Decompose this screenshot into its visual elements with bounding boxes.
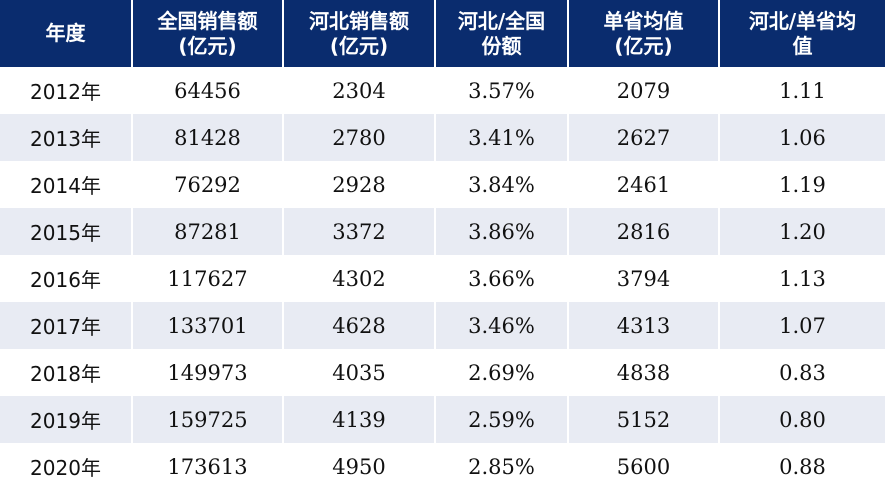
cell-hebei-sales: 2928 [284,161,436,208]
cell-hebei-share: 3.66% [436,255,569,302]
table-row: 2020年 173613 4950 2.85% 5600 0.88 [0,443,885,490]
header-national-sales: 全国销售额 (亿元) [133,0,284,67]
cell-hebei-vs-average: 1.11 [720,67,885,114]
cell-hebei-share: 3.46% [436,302,569,349]
header-hebei-vs-average: 河北/单省均 值 [720,0,885,67]
cell-hebei-vs-average: 1.06 [720,114,885,161]
table-row: 2018年 149973 4035 2.69% 4838 0.83 [0,349,885,396]
cell-national-sales: 149973 [133,349,284,396]
header-hebei-share: 河北/全国 份额 [436,0,569,67]
cell-national-sales: 81428 [133,114,284,161]
table-row: 2013年 81428 2780 3.41% 2627 1.06 [0,114,885,161]
table-header-row: 年度 全国销售额 (亿元) 河北销售额 (亿元) 河北/全国 份额 单省均值 (… [0,0,885,67]
cell-hebei-vs-average: 1.13 [720,255,885,302]
cell-hebei-share: 2.59% [436,396,569,443]
cell-hebei-sales: 4628 [284,302,436,349]
cell-hebei-sales: 4302 [284,255,436,302]
cell-hebei-sales: 2304 [284,67,436,114]
table-row: 2019年 159725 4139 2.59% 5152 0.80 [0,396,885,443]
cell-province-average: 3794 [569,255,720,302]
table-row: 2017年 133701 4628 3.46% 4313 1.07 [0,302,885,349]
cell-hebei-vs-average: 1.07 [720,302,885,349]
cell-hebei-sales: 4035 [284,349,436,396]
cell-national-sales: 173613 [133,443,284,490]
cell-year: 2017年 [0,302,133,349]
cell-national-sales: 117627 [133,255,284,302]
cell-hebei-sales: 3372 [284,208,436,255]
cell-hebei-sales: 4139 [284,396,436,443]
cell-national-sales: 76292 [133,161,284,208]
header-province-average: 单省均值 (亿元) [569,0,720,67]
cell-province-average: 2461 [569,161,720,208]
cell-hebei-vs-average: 0.80 [720,396,885,443]
cell-year: 2019年 [0,396,133,443]
cell-hebei-share: 2.69% [436,349,569,396]
cell-year: 2012年 [0,67,133,114]
cell-hebei-share: 3.84% [436,161,569,208]
cell-province-average: 2627 [569,114,720,161]
cell-hebei-share: 2.85% [436,443,569,490]
cell-province-average: 4313 [569,302,720,349]
cell-hebei-vs-average: 1.20 [720,208,885,255]
cell-province-average: 5152 [569,396,720,443]
cell-hebei-share: 3.41% [436,114,569,161]
cell-province-average: 4838 [569,349,720,396]
table-row: 2012年 64456 2304 3.57% 2079 1.11 [0,67,885,114]
cell-year: 2016年 [0,255,133,302]
header-year: 年度 [0,0,133,67]
cell-year: 2018年 [0,349,133,396]
cell-national-sales: 133701 [133,302,284,349]
cell-year: 2014年 [0,161,133,208]
cell-province-average: 2079 [569,67,720,114]
header-hebei-sales: 河北销售额 (亿元) [284,0,436,67]
cell-national-sales: 87281 [133,208,284,255]
cell-year: 2015年 [0,208,133,255]
cell-hebei-vs-average: 0.83 [720,349,885,396]
cell-national-sales: 64456 [133,67,284,114]
cell-province-average: 5600 [569,443,720,490]
cell-national-sales: 159725 [133,396,284,443]
table-row: 2016年 117627 4302 3.66% 3794 1.13 [0,255,885,302]
cell-hebei-vs-average: 0.88 [720,443,885,490]
cell-hebei-vs-average: 1.19 [720,161,885,208]
cell-hebei-share: 3.86% [436,208,569,255]
cell-year: 2013年 [0,114,133,161]
table-row: 2014年 76292 2928 3.84% 2461 1.19 [0,161,885,208]
cell-year: 2020年 [0,443,133,490]
cell-hebei-sales: 4950 [284,443,436,490]
cell-province-average: 2816 [569,208,720,255]
table-row: 2015年 87281 3372 3.86% 2816 1.20 [0,208,885,255]
cell-hebei-share: 3.57% [436,67,569,114]
cell-hebei-sales: 2780 [284,114,436,161]
